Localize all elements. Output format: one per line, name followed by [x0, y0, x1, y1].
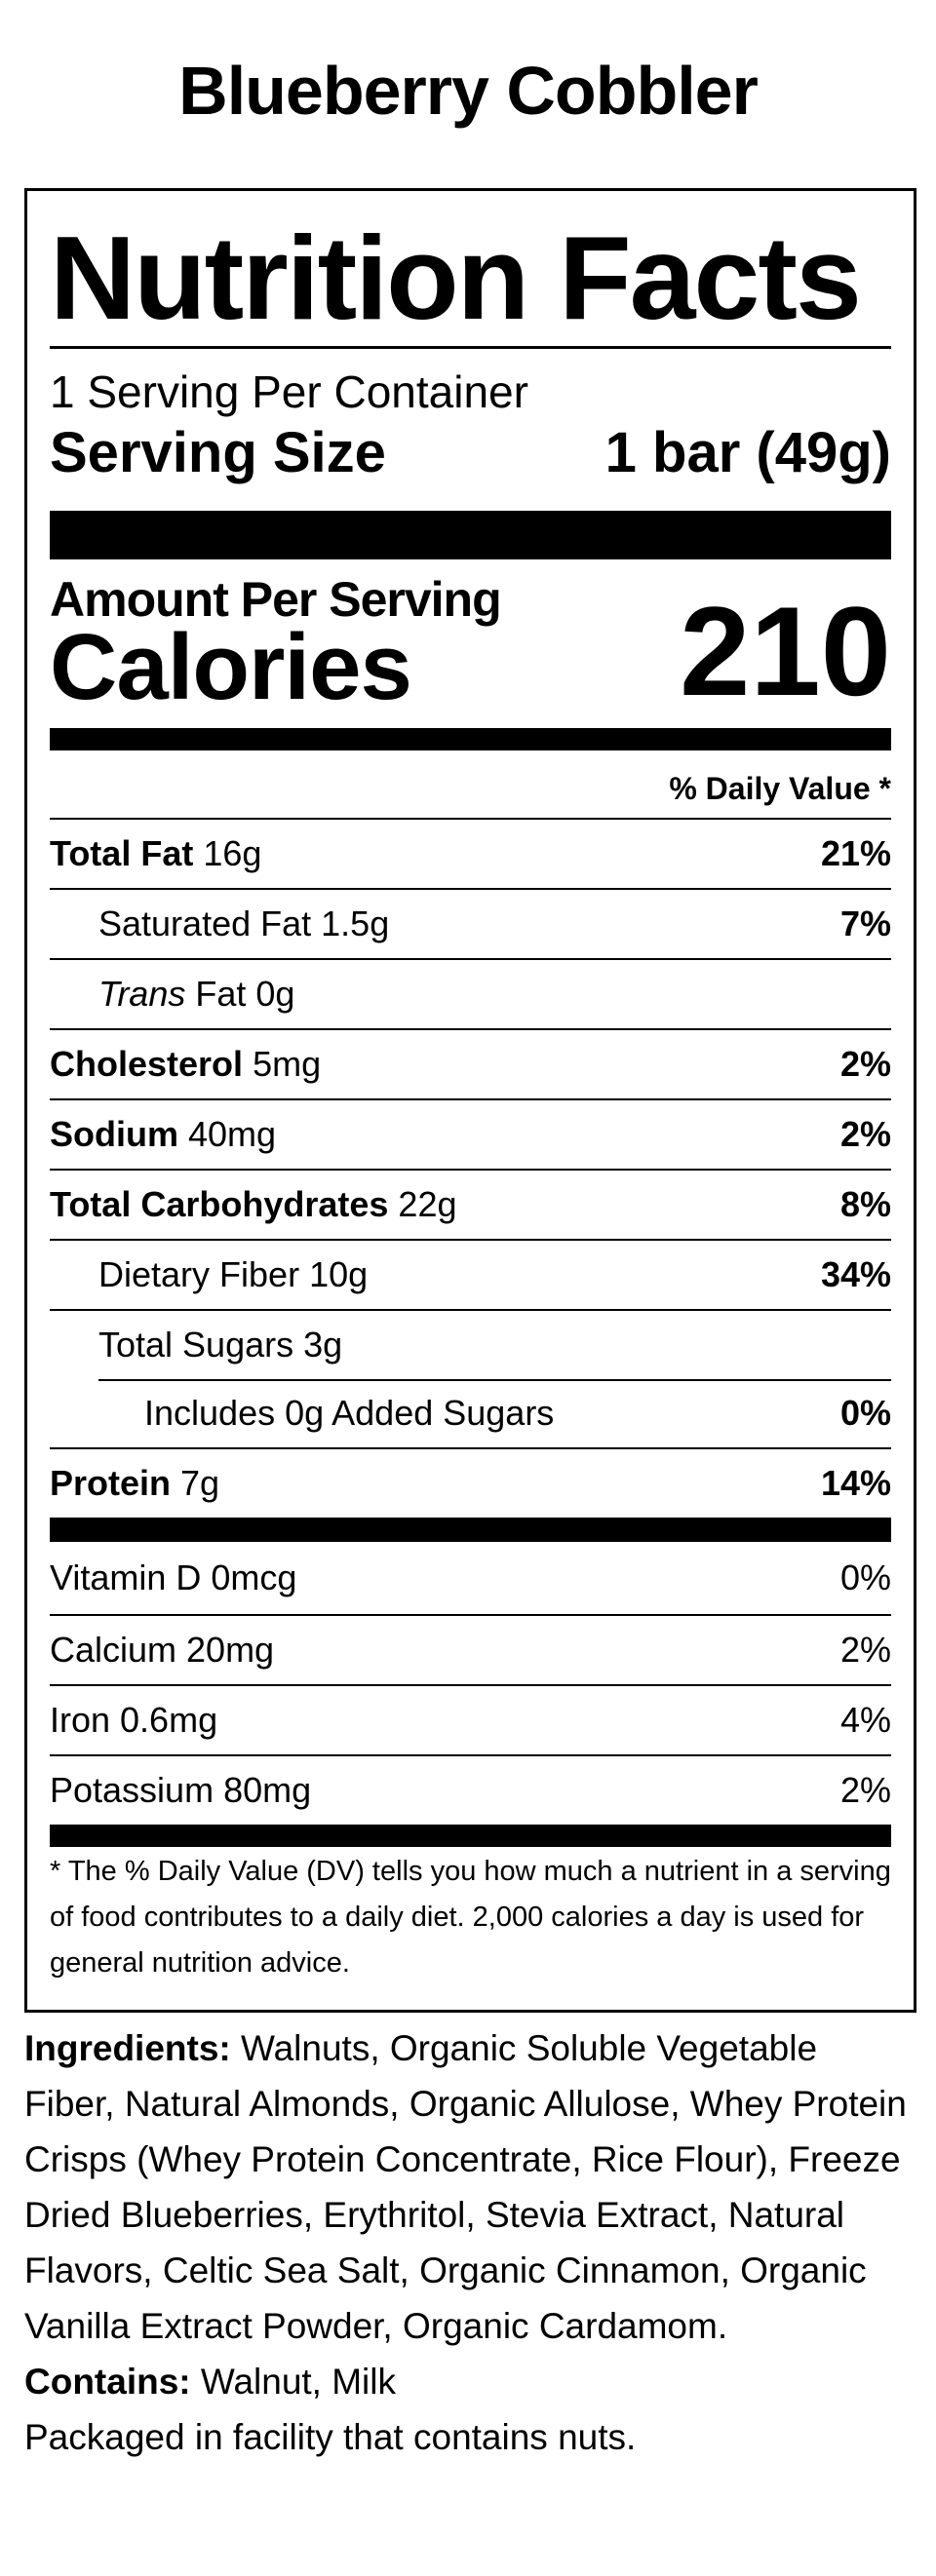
nutrient-row-protein: Protein 7g 14%: [50, 1447, 891, 1518]
amount-per-serving: Amount Per Serving: [50, 572, 502, 627]
nutrient-dv: 21%: [820, 833, 891, 873]
nutrient-row-dietary-fiber: Dietary Fiber 10g 34%: [50, 1239, 891, 1309]
serving-size-row: Serving Size 1 bar (49g): [50, 425, 891, 481]
nutrient-amount: 16g: [203, 833, 262, 873]
ingredients-label: Ingredients:: [24, 2028, 231, 2068]
nutrient-name: Total Fat: [50, 833, 194, 873]
nutrient-amount: 0g: [255, 974, 295, 1014]
nutrient-dv: 2%: [839, 1044, 891, 1084]
nutrient-name: Trans: [98, 974, 186, 1014]
facility-note: Packaged in facility that contains nuts.: [24, 2417, 637, 2457]
nutrient-name: Total Sugars: [98, 1325, 294, 1365]
product-title: Blueberry Cobbler: [178, 53, 759, 129]
nutrient-row-cholesterol: Cholesterol 5mg 2%: [50, 1028, 891, 1098]
daily-value-header: % Daily Value *: [669, 771, 891, 806]
nutrient-table: Total Fat 16g 21% Saturated Fat 1.5g 7% …: [50, 818, 891, 1986]
nutrient-dv: 8%: [839, 1184, 891, 1224]
nutrient-dv: 14%: [820, 1463, 891, 1503]
nutrient-amount: 7g: [180, 1463, 220, 1503]
nutrient-dv: 7%: [839, 904, 891, 943]
nutrient-amount: 5mg: [253, 1044, 322, 1084]
contains-label: Contains:: [24, 2362, 191, 2402]
nutrient-row-saturated-fat: Saturated Fat 1.5g 7%: [50, 888, 891, 958]
vitamin-row-calcium: Calcium 20mg 2%: [50, 1614, 891, 1684]
calories-value: 210: [680, 580, 891, 722]
nutrient-amount: 3g: [303, 1325, 343, 1365]
thick-divider: [50, 511, 891, 559]
nutrient-row-total-sugars: Total Sugars 3g: [50, 1309, 891, 1379]
ingredients-paragraph: Ingredients: Walnuts, Organic Soluble Ve…: [24, 2020, 914, 2354]
daily-value-footnote: * The % Daily Value (DV) tells you how m…: [50, 1856, 891, 1979]
nutrient-name: Dietary Fiber: [98, 1254, 300, 1294]
medium-divider: [50, 728, 891, 750]
ingredients-text: Walnuts, Organic Soluble Vegetable Fiber…: [24, 2028, 907, 2346]
divider: [50, 346, 891, 349]
vitamin-dv: 2%: [839, 1770, 891, 1810]
nutrient-name: Includes 0g Added Sugars: [144, 1393, 555, 1433]
vitamin-name: Iron 0.6mg: [50, 1700, 218, 1740]
nutrient-name: Saturated Fat: [98, 904, 312, 943]
nutrient-name-suffix: Fat: [195, 974, 247, 1014]
nutrient-row-total-carbohydrates: Total Carbohydrates 22g 8%: [50, 1169, 891, 1239]
servings-per-container: 1 Serving Per Container: [50, 366, 528, 417]
nutrient-row-sodium: Sodium 40mg 2%: [50, 1098, 891, 1169]
vitamin-row-potassium: Potassium 80mg 2%: [50, 1754, 891, 1825]
calories-label: Calories: [50, 615, 412, 719]
ingredients-section: Ingredients: Walnuts, Organic Soluble Ve…: [24, 2020, 914, 2465]
serving-size-label: Serving Size: [50, 421, 386, 484]
nutrient-dv: 0%: [839, 1393, 891, 1433]
nutrient-row-total-fat: Total Fat 16g 21%: [50, 818, 891, 888]
medium-divider: [50, 1825, 891, 1847]
vitamin-name: Vitamin D 0mcg: [50, 1557, 297, 1597]
vitamin-row-vitamin-d: Vitamin D 0mcg 0%: [50, 1542, 891, 1614]
nutrient-name: Protein: [50, 1463, 172, 1503]
nutrition-facts-label: Nutrition Facts 1 Serving Per Container …: [24, 188, 916, 2013]
nutrient-dv: 2%: [839, 1114, 891, 1154]
nutrient-amount: 40mg: [188, 1114, 277, 1154]
nutrient-name: Cholesterol: [50, 1044, 244, 1084]
nutrient-amount: 22g: [398, 1184, 457, 1224]
vitamin-dv: 4%: [839, 1700, 891, 1740]
contains-text: Walnut, Milk: [200, 2362, 396, 2402]
vitamin-name: Potassium 80mg: [50, 1770, 312, 1810]
nutrient-dv: 34%: [820, 1254, 891, 1294]
vitamin-dv: 0%: [839, 1557, 891, 1597]
nutrient-row-trans-fat: Trans Fat 0g: [50, 958, 891, 1028]
nutrient-amount: 1.5g: [321, 904, 390, 943]
thick-divider: [50, 1518, 891, 1542]
vitamin-row-iron: Iron 0.6mg 4%: [50, 1684, 891, 1754]
vitamin-name: Calcium 20mg: [50, 1630, 275, 1670]
nutrient-name: Sodium: [50, 1114, 178, 1154]
vitamin-dv: 2%: [839, 1630, 891, 1670]
nutrient-amount: 10g: [309, 1254, 369, 1294]
nutrient-row-added-sugars: Includes 0g Added Sugars 0%: [50, 1379, 891, 1447]
label-title: Nutrition Facts: [50, 211, 862, 344]
contains-paragraph: Contains: Walnut, Milk: [24, 2354, 914, 2409]
nutrient-name: Total Carbohydrates: [50, 1184, 389, 1224]
serving-size-value: 1 bar (49g): [604, 421, 891, 484]
